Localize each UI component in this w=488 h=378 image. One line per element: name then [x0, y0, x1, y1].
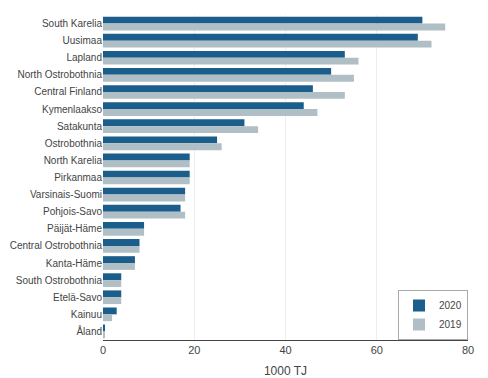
- svg-text:Etelä-Savo: Etelä-Savo: [53, 292, 102, 303]
- svg-text:Pohjois-Savo: Pohjois-Savo: [43, 206, 102, 217]
- svg-text:Kainuu: Kainuu: [71, 309, 102, 320]
- svg-text:South Ostrobothnia: South Ostrobothnia: [16, 275, 103, 286]
- svg-text:North Ostrobothnia: North Ostrobothnia: [18, 69, 103, 80]
- svg-text:North Karelia: North Karelia: [44, 155, 103, 166]
- svg-text:0: 0: [100, 344, 106, 356]
- svg-text:20: 20: [188, 344, 200, 356]
- svg-text:Päijät-Häme: Päijät-Häme: [47, 223, 102, 234]
- svg-text:1000 TJ: 1000 TJ: [264, 364, 307, 378]
- svg-text:2019: 2019: [439, 319, 462, 330]
- svg-text:Central Ostrobothnia: Central Ostrobothnia: [10, 240, 103, 251]
- svg-text:Åland: Åland: [76, 325, 102, 337]
- svg-text:80: 80: [462, 344, 474, 356]
- svg-text:Lapland: Lapland: [66, 52, 102, 63]
- svg-text:Central Finland: Central Finland: [34, 86, 102, 97]
- svg-text:Uusimaa: Uusimaa: [63, 35, 103, 46]
- svg-text:2020: 2020: [439, 300, 462, 311]
- svg-text:60: 60: [371, 344, 383, 356]
- svg-text:South Karelia: South Karelia: [42, 18, 102, 29]
- svg-text:Varsinais-Suomi: Varsinais-Suomi: [30, 189, 102, 200]
- svg-text:Satakunta: Satakunta: [57, 121, 102, 132]
- svg-text:Kanta-Häme: Kanta-Häme: [46, 258, 103, 269]
- svg-text:40: 40: [279, 344, 291, 356]
- svg-text:Kymenlaakso: Kymenlaakso: [42, 104, 102, 115]
- svg-text:Pirkanmaa: Pirkanmaa: [54, 172, 102, 183]
- svg-text:Ostrobothnia: Ostrobothnia: [45, 138, 103, 149]
